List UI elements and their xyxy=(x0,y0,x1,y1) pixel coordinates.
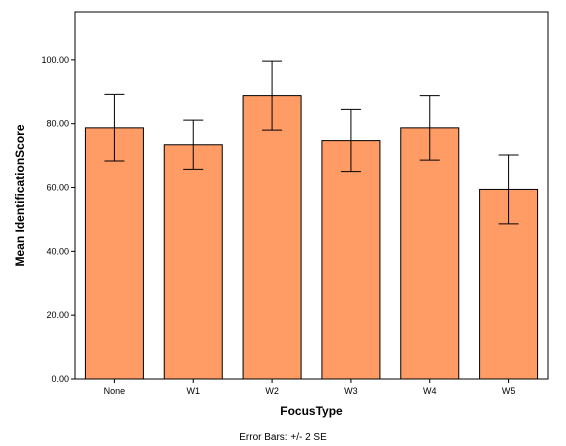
error-bars-group xyxy=(104,60,519,225)
x-axis-title: FocusType xyxy=(280,404,343,418)
x-tick-label: W2 xyxy=(265,386,279,396)
bar-w4 xyxy=(400,127,460,380)
y-tick-label: 80.00 xyxy=(46,119,69,129)
x-tick-label: W1 xyxy=(187,386,201,396)
plot-frame xyxy=(74,11,549,380)
x-tick-label: None xyxy=(104,386,126,396)
y-tick-label: 0.00 xyxy=(51,374,69,384)
x-tick-label: W3 xyxy=(344,386,358,396)
bar-w3 xyxy=(321,140,381,380)
y-axis-title: Mean IdentificationScore xyxy=(13,124,27,266)
x-axis-ticks: None W1 W2 W3 W4 W5 xyxy=(104,379,516,396)
plot-area-border xyxy=(74,11,549,380)
y-tick-label: 20.00 xyxy=(46,310,69,320)
y-tick-label: 60.00 xyxy=(46,183,69,193)
x-tick-label: W5 xyxy=(502,386,516,396)
bar-w1 xyxy=(163,144,223,380)
bar-w2 xyxy=(242,95,302,380)
y-axis-ticks: 0.00 20.00 40.00 60.00 80.00 100.00 xyxy=(41,55,75,384)
y-tick-label: 100.00 xyxy=(41,55,69,65)
error-bars-footnote: Error Bars: +/- 2 SE xyxy=(239,432,327,443)
x-tick-label: W4 xyxy=(423,386,437,396)
bar-none xyxy=(84,127,144,380)
bars-group xyxy=(84,95,539,380)
y-tick-label: 40.00 xyxy=(46,246,69,256)
